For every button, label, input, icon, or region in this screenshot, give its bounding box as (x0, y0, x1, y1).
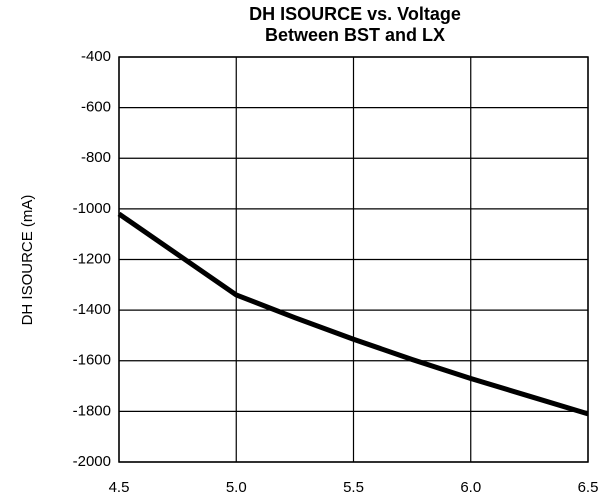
data-line (117, 211, 589, 417)
x-tick-label: 6.0 (460, 479, 481, 496)
y-tick-label: -1800 (73, 402, 111, 419)
y-tick-label: -800 (81, 149, 111, 166)
chart-title: DH ISOURCE vs. Voltage (249, 4, 461, 24)
x-tick-label: 5.0 (226, 479, 247, 496)
y-tick-label: -1000 (73, 200, 111, 217)
y-tick-label: -1600 (73, 352, 111, 369)
y-tick-label: -1400 (73, 301, 111, 318)
chart-title: Between BST and LX (265, 25, 445, 45)
x-tick-label: 4.5 (109, 479, 130, 496)
y-tick-label: -1200 (73, 250, 111, 267)
plot-frame (118, 56, 589, 463)
x-tick-label: 6.5 (578, 479, 599, 496)
y-axis-label: DH ISOURCE (mA) (19, 195, 36, 326)
y-tick-label: -400 (81, 48, 111, 65)
y-tick-label: -600 (81, 99, 111, 116)
y-tick-label: -2000 (73, 453, 111, 470)
x-tick-label: 5.5 (343, 479, 364, 496)
